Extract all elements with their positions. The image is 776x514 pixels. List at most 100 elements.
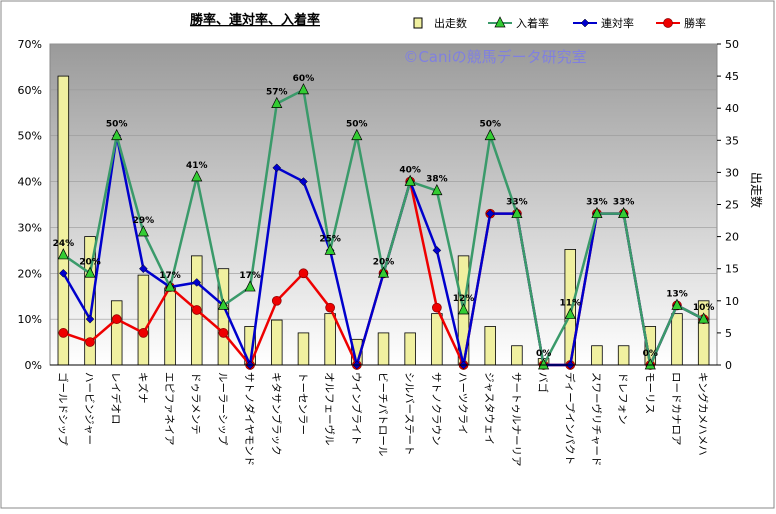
point [432,302,442,313]
data-label: 33% [586,198,608,208]
point [351,128,363,141]
point [538,358,550,370]
point [377,266,390,278]
x-tick-label: ロードカナロア [670,372,682,446]
x-tick-label: レイデオロ [110,372,123,425]
point [218,328,229,338]
point [298,268,309,279]
data-label: 29% [133,216,155,226]
legend-swatch [413,17,423,29]
data-label: 13% [666,289,688,299]
bar [164,287,176,366]
point [698,312,710,324]
x-tick-label: ゴールドシップ [56,372,69,446]
x-tick-label: ビーチパトロール [377,372,389,456]
bar [377,332,390,366]
legend-marker [663,18,673,28]
x-tick-label: ルーラーシップ [216,372,228,446]
point [244,280,256,292]
data-label: 50% [346,120,368,130]
point [431,183,443,196]
data-label: 12% [453,294,475,304]
data-label: 50% [106,120,128,130]
point [299,177,308,186]
point [564,307,576,319]
y2-tick-label: 25 [725,199,739,212]
point [272,163,282,173]
data-label: 33% [613,198,635,208]
x-tick-label: サートゥルナーリア [510,372,522,467]
legend-marker [494,16,506,28]
y2-tick-label: 15 [725,263,739,276]
watermark: ©Caniの競馬データ研究室 [403,48,586,66]
point [457,303,470,315]
data-label: 17% [239,271,261,281]
bar [110,300,123,366]
bar [671,313,683,366]
point [84,266,96,278]
y2-tick-label: 40 [725,102,739,115]
legend-label: 連対率 [601,16,634,30]
data-label: 40% [399,166,421,176]
x-tick-label: スワーヴリチャード [590,372,603,466]
x-tick-label: ドレフォン [617,372,629,425]
y-tick-label: 30% [18,221,42,234]
y-tick-label: 40% [18,176,42,189]
data-label: 11% [559,299,581,309]
point [217,298,229,310]
y-tick-label: 70% [18,38,42,51]
x-tick-label: トーセンラー [296,372,308,435]
point [191,305,202,315]
x-tick-label: ハーツクライ [457,372,469,435]
y2-tick-label: 30 [725,166,739,179]
data-label: 24% [53,239,75,249]
x-tick-label: モーリス [643,372,655,414]
point [57,248,69,260]
point [484,128,496,141]
data-label: 17% [159,271,181,281]
point [271,96,283,108]
y-tick-label: 10% [18,313,42,326]
point [164,280,176,292]
data-label: 33% [506,198,528,208]
y2-title: 出走数 [749,172,764,208]
point [297,83,310,95]
data-label: 50% [479,120,501,130]
bar [324,313,336,366]
data-label: 20% [373,257,395,267]
point [58,328,69,338]
chart-title: 勝率、連対率、入着率 [190,12,320,28]
y2-tick-label: 10 [725,295,739,308]
y2-tick-label: 5 [725,327,732,340]
bar [57,75,70,366]
point [137,225,149,237]
x-tick-label: サトノダイヤモンド [243,372,256,466]
data-label: 25% [319,234,341,244]
x-tick-label: ウインブライト [350,372,363,445]
bar [297,332,310,366]
bar [431,313,443,366]
x-tick-label: キングカメハメハ [697,372,710,456]
y2-tick-label: 0 [725,359,732,372]
data-label: 0% [536,349,551,359]
point [324,243,336,255]
point [644,358,656,370]
point [671,298,683,310]
y2-tick-label: 35 [725,134,739,147]
x-tick-label: オルフェーヴル [323,372,336,446]
point [191,170,203,182]
point [271,295,282,306]
point [58,268,68,278]
legend-label: 入着率 [516,16,549,30]
y-tick-label: 0% [25,359,42,372]
point [485,209,495,219]
bar [404,332,416,366]
data-label: 60% [293,74,315,84]
y-tick-label: 20% [18,267,42,280]
x-tick-label: ディープインパクト [563,372,576,465]
y-tick-label: 60% [18,84,42,97]
x-tick-label: ハービンジャー [83,372,95,445]
point [404,174,416,186]
x-tick-label: バゴ [537,372,550,393]
